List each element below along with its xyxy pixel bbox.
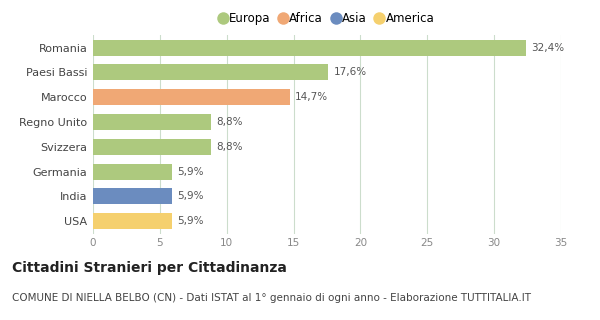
Text: 32,4%: 32,4% xyxy=(532,43,565,52)
Text: Cittadini Stranieri per Cittadinanza: Cittadini Stranieri per Cittadinanza xyxy=(12,261,287,275)
Legend: Europa, Africa, Asia, America: Europa, Africa, Asia, America xyxy=(220,12,434,25)
Bar xyxy=(93,164,172,180)
Text: 5,9%: 5,9% xyxy=(177,167,204,177)
Text: 8,8%: 8,8% xyxy=(216,117,242,127)
Bar xyxy=(93,188,172,204)
Text: 8,8%: 8,8% xyxy=(216,142,242,152)
Text: COMUNE DI NIELLA BELBO (CN) - Dati ISTAT al 1° gennaio di ogni anno - Elaborazio: COMUNE DI NIELLA BELBO (CN) - Dati ISTAT… xyxy=(12,293,531,303)
Text: 14,7%: 14,7% xyxy=(295,92,328,102)
Bar xyxy=(93,139,211,155)
Bar xyxy=(93,40,526,56)
Bar xyxy=(93,89,290,105)
Text: 5,9%: 5,9% xyxy=(177,191,204,201)
Text: 5,9%: 5,9% xyxy=(177,216,204,226)
Bar xyxy=(93,213,172,229)
Bar xyxy=(93,114,211,130)
Text: 17,6%: 17,6% xyxy=(334,68,367,77)
Bar xyxy=(93,64,328,80)
